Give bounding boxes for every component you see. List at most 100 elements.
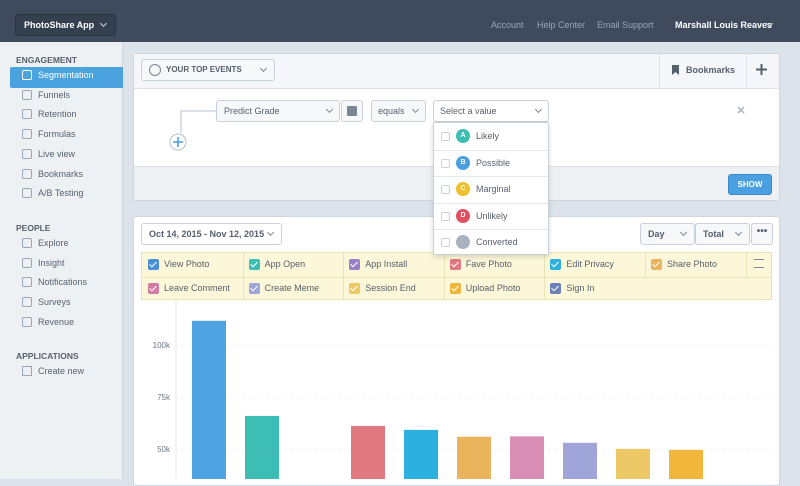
more-button[interactable] [751, 223, 773, 245]
divider [242, 276, 244, 300]
event-checkbox[interactable] [349, 282, 361, 294]
event-name[interactable]: Upload Photo [465, 282, 521, 293]
event-name[interactable]: Session End [365, 282, 416, 293]
divider [142, 276, 771, 278]
date-select[interactable] [141, 223, 282, 245]
event-name[interactable]: Share Photo [667, 259, 718, 269]
checkbox[interactable] [441, 211, 450, 221]
event-name[interactable]: Sign In [566, 282, 595, 293]
divider [745, 253, 747, 277]
nav-item[interactable]: Live view [38, 148, 76, 159]
divider [659, 54, 660, 88]
value-placeholder: Select a value [440, 106, 497, 116]
badge-letter: D [460, 211, 466, 219]
divider [544, 276, 546, 300]
type-icon [347, 106, 357, 116]
bar [245, 415, 279, 479]
event-name[interactable]: App Open [264, 259, 306, 269]
nav-item[interactable]: Segmentation [38, 70, 94, 80]
badge [456, 208, 470, 223]
nav-link[interactable]: Help Center [537, 20, 586, 30]
event-checkbox[interactable] [248, 259, 260, 270]
section-title: APPLICATIONS [16, 351, 79, 362]
divider [434, 202, 548, 204]
nav-item[interactable]: Insight [38, 257, 65, 268]
nav-item[interactable]: Bookmarks [38, 168, 84, 179]
event-checkbox[interactable] [449, 259, 461, 270]
checkbox[interactable] [441, 185, 450, 194]
bookmark-icon [672, 65, 679, 75]
measure-select[interactable] [695, 223, 750, 245]
nav-item[interactable]: Retention [38, 109, 77, 120]
nav-icon [22, 109, 32, 120]
nav-item[interactable]: Explore [38, 237, 69, 248]
divider [434, 149, 548, 151]
event-checkbox[interactable] [148, 259, 159, 270]
divider [343, 253, 345, 277]
date-range: Oct 14, 2015 - Nov 12, 2015 [149, 229, 265, 239]
value-dropdown: A Likely B Possible C Marginal D Unlikely Conver… [433, 122, 549, 255]
nav-link[interactable]: Email Support [597, 20, 654, 30]
badge [456, 182, 470, 196]
nav-icon [22, 237, 32, 248]
event-checkbox[interactable] [248, 282, 260, 294]
checkbox[interactable] [441, 158, 450, 168]
event-name[interactable]: Fave Photo [465, 259, 512, 269]
bar [192, 320, 226, 479]
y-tick-label: 50k [157, 445, 171, 454]
option-label[interactable]: Unlikely [476, 210, 508, 221]
option-label[interactable]: Possible [476, 157, 511, 168]
property-select[interactable] [216, 100, 340, 122]
section-title: PEOPLE [16, 222, 51, 233]
event-name[interactable]: View Photo [164, 259, 210, 269]
option-label[interactable]: Likely [476, 131, 500, 141]
event-name[interactable]: Edit Privacy [566, 259, 614, 269]
nav-item[interactable]: Formulas [38, 129, 76, 140]
event-checkbox[interactable] [651, 259, 662, 270]
event-checkbox[interactable] [550, 282, 562, 294]
event-name[interactable]: Leave Comment [164, 282, 231, 293]
nav-icon [22, 168, 32, 179]
badge [456, 235, 470, 249]
show-button[interactable] [728, 174, 772, 195]
event-checkbox[interactable] [449, 282, 461, 294]
nav-item[interactable]: Notifications [38, 277, 88, 288]
connector [169, 110, 216, 151]
option-label[interactable]: Converted [476, 237, 518, 247]
divider [746, 54, 747, 88]
value-select[interactable] [433, 100, 549, 122]
event-checkbox[interactable] [148, 282, 159, 294]
nav-item[interactable]: Surveys [38, 297, 71, 307]
badge-letter: B [460, 158, 466, 166]
active-item [10, 67, 123, 88]
divider [544, 253, 546, 277]
nav-item[interactable]: Revenue [38, 316, 75, 327]
remove-icon[interactable] [737, 106, 745, 114]
app-switcher[interactable] [15, 14, 116, 36]
divider [645, 253, 646, 277]
settings-icon[interactable] [754, 259, 764, 268]
event-name[interactable]: Create Meme [264, 282, 320, 293]
badge [456, 129, 470, 143]
event-name[interactable]: App Install [365, 259, 408, 269]
add-icon[interactable] [756, 64, 767, 75]
operator-select[interactable] [371, 100, 426, 122]
nav-item[interactable]: Create new [38, 366, 85, 377]
option-label[interactable]: Marginal [476, 184, 511, 194]
user-name[interactable]: Marshall Louis Reaves [675, 20, 773, 30]
event-checkbox[interactable] [550, 259, 562, 270]
nav-item[interactable]: A/B Testing [38, 188, 84, 199]
interval-select[interactable] [640, 223, 695, 245]
app-name: PhotoShare App [24, 20, 95, 30]
checkbox[interactable] [441, 238, 450, 247]
nav-link[interactable]: Account [491, 20, 524, 30]
nav-item[interactable]: Funnels [38, 89, 71, 100]
checkbox[interactable] [441, 132, 450, 141]
nav-icon [22, 297, 32, 307]
bookmarks-button[interactable]: Bookmarks [686, 65, 736, 75]
bar [616, 448, 650, 479]
operator: equals [378, 106, 405, 116]
events-select[interactable] [141, 59, 275, 81]
event-checkbox[interactable] [349, 259, 361, 270]
